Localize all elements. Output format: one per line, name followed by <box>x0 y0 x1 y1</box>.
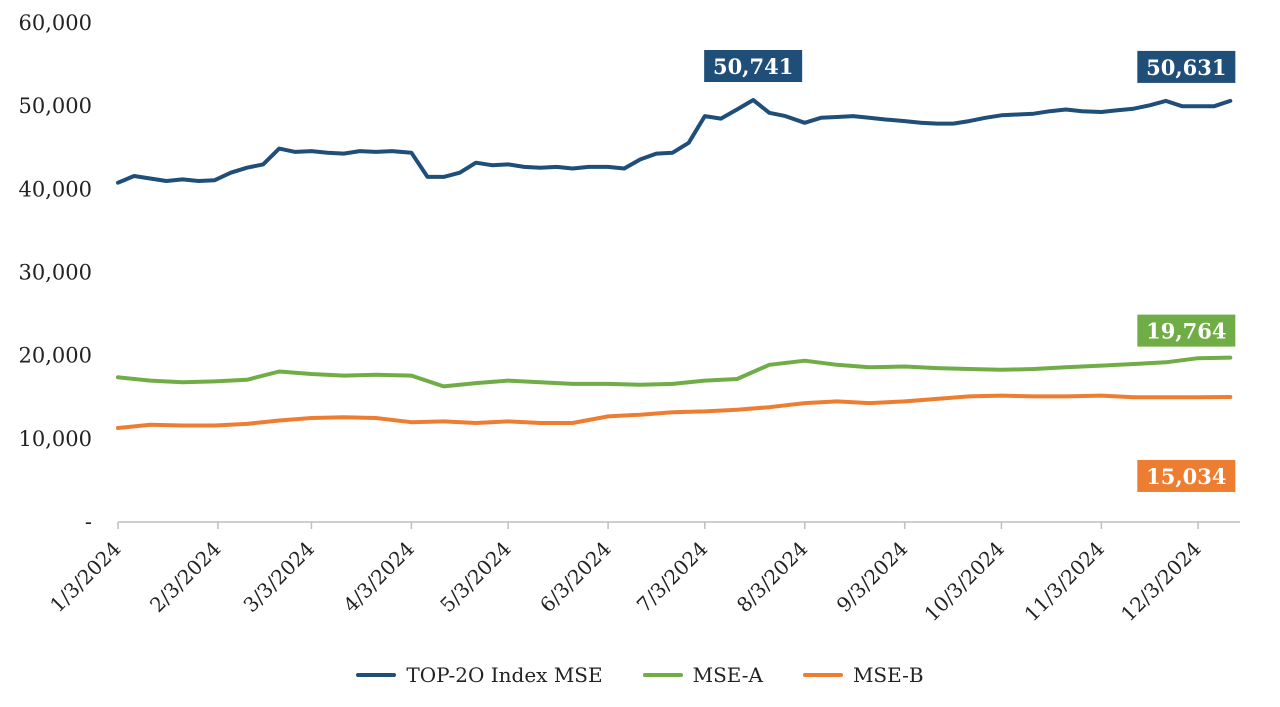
x-tick-label: 7/3/2024 <box>632 537 712 617</box>
y-tick-label: 20,000 <box>19 344 92 368</box>
line-chart: 60,000 50,000 40,000 30,000 20,000 10,000 - 1/… <box>19 11 1240 626</box>
x-axis: 1/3/2024 2/3/2024 3/3/2024 4/3/2024 5/3/2024… <box>45 521 1240 626</box>
y-tick-label: 60,000 <box>19 11 92 35</box>
legend-item-top20: TOP-2O Index MSE <box>356 663 603 687</box>
x-tick-label: 2/3/2024 <box>145 537 225 617</box>
legend-label-top20: TOP-2O Index MSE <box>406 663 603 687</box>
callout-box <box>1137 459 1236 492</box>
x-tick-label: 12/3/2024 <box>1116 537 1205 626</box>
x-tick-label: 5/3/2024 <box>435 537 515 617</box>
legend-swatch-mse-a <box>642 673 683 677</box>
y-tick-label: - <box>85 510 92 534</box>
callout-box <box>1137 50 1236 83</box>
x-tick-label: 1/3/2024 <box>45 537 125 617</box>
x-tick-label: 10/3/2024 <box>919 537 1008 626</box>
callout-3: 15,034 <box>1137 459 1236 492</box>
x-tick-label: 11/3/2024 <box>1019 537 1108 626</box>
legend-label-mse-a: MSE-A <box>692 663 763 687</box>
callout-box <box>1137 314 1236 347</box>
legend-label-mse-b: MSE-B <box>852 663 924 687</box>
callout-box <box>704 50 803 83</box>
x-tick-label: 8/3/2024 <box>732 537 812 617</box>
callout-label: 19,764 <box>1146 319 1226 344</box>
callout-2: 19,764 <box>1137 314 1236 347</box>
callout-0: 50,741 <box>704 50 803 83</box>
y-axis-labels: 60,000 50,000 40,000 30,000 20,000 10,000 - <box>19 11 92 534</box>
legend-item-mse-b: MSE-B <box>802 663 924 687</box>
x-tick-label: 9/3/2024 <box>832 537 912 617</box>
value-callouts: 50,741 50,631 19,764 15,034 <box>704 50 1236 492</box>
y-tick-label: 10,000 <box>19 427 92 451</box>
legend-swatch-mse-b <box>802 673 843 677</box>
series-line-2 <box>116 393 1233 430</box>
series-line-1 <box>116 355 1233 389</box>
callout-label: 50,741 <box>713 54 793 79</box>
callout-label: 50,631 <box>1146 55 1226 80</box>
series-lines <box>116 98 1233 430</box>
x-tick-label: 4/3/2024 <box>338 537 418 617</box>
legend: TOP-2O Index MSE MSE-A MSE-B <box>0 660 1280 690</box>
legend-swatch-top20 <box>356 673 397 677</box>
y-tick-label: 40,000 <box>19 177 92 201</box>
y-tick-label: 50,000 <box>19 94 92 118</box>
x-tick-label: 6/3/2024 <box>535 537 615 617</box>
legend-item-mse-a: MSE-A <box>642 663 763 687</box>
callout-1: 50,631 <box>1137 50 1236 83</box>
x-tick-label: 3/3/2024 <box>238 537 318 617</box>
callout-label: 15,034 <box>1146 464 1226 489</box>
y-tick-label: 30,000 <box>19 261 92 285</box>
series-line-0 <box>116 98 1233 185</box>
